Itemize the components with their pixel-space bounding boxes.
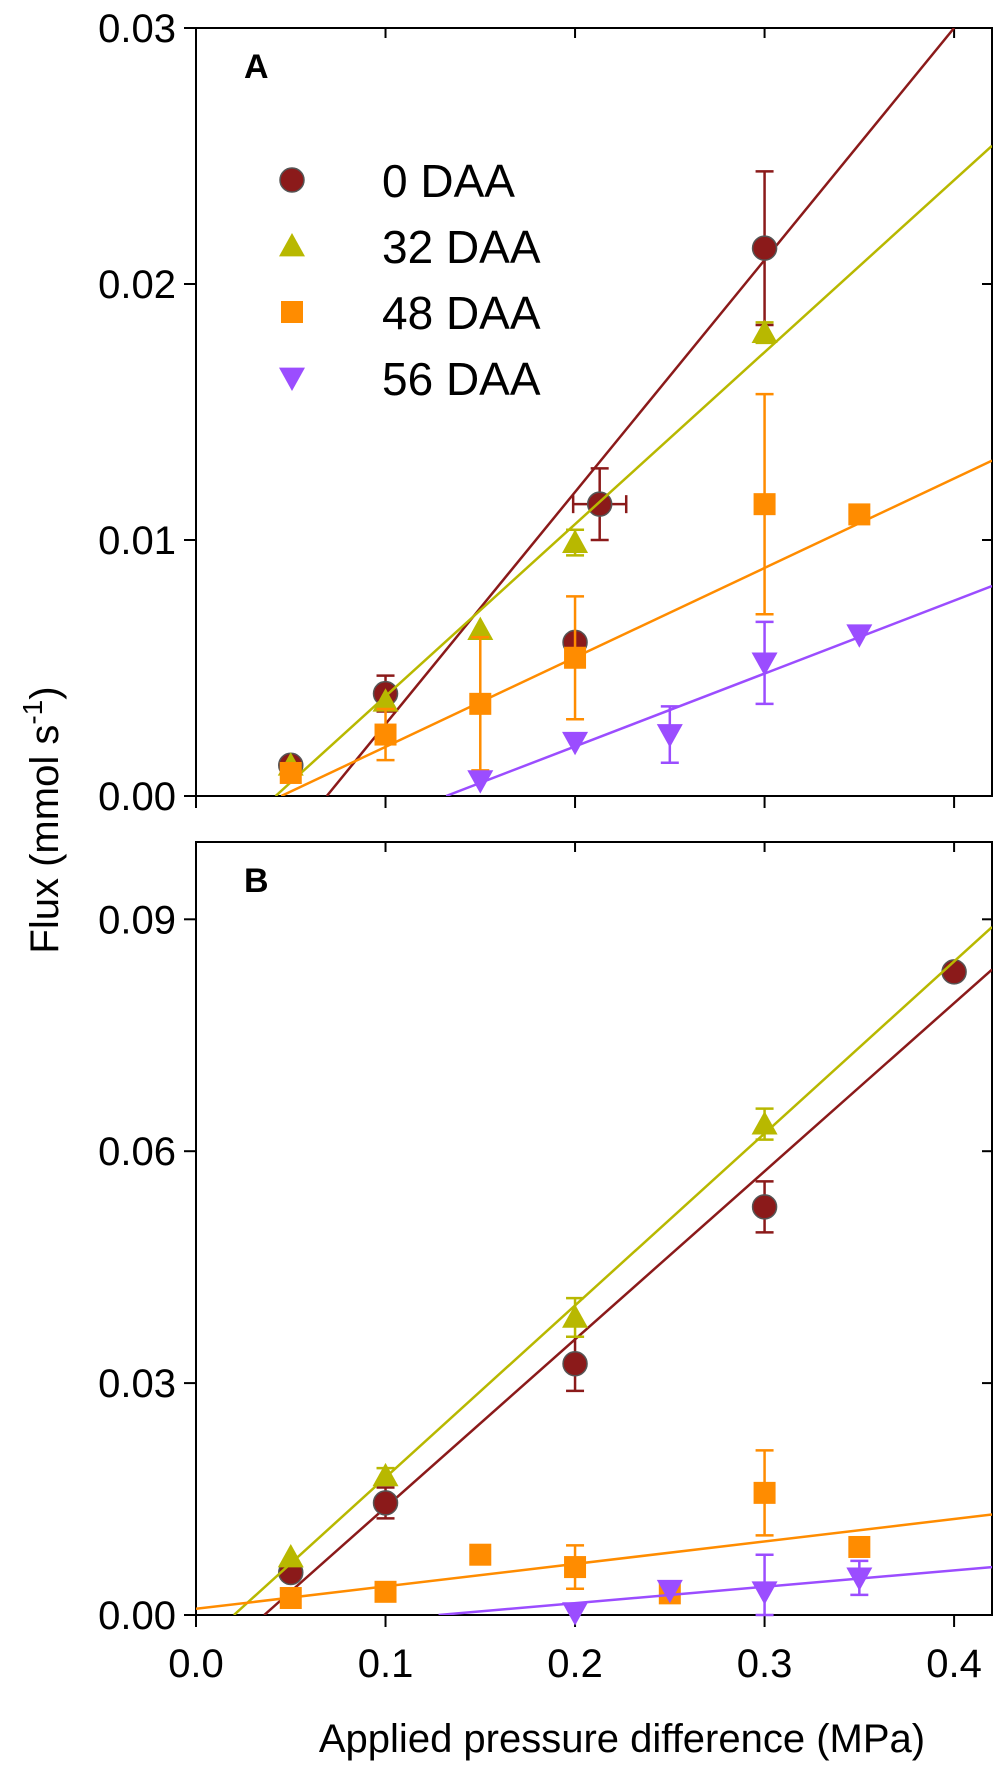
y-tick-label: 0.09 <box>98 898 176 942</box>
fit-line <box>280 459 992 796</box>
y-tick-label: 0.06 <box>98 1130 176 1174</box>
x-tick-label: 0.3 <box>737 1642 793 1686</box>
data-point <box>372 1462 399 1487</box>
panel-label: A <box>244 48 269 86</box>
y-axis-title: Flux (mmol s-1) <box>17 686 67 953</box>
data-point <box>848 1535 871 1558</box>
panel-a: 0.00 0.01 0.02 0.03 A <box>98 7 993 819</box>
data-point <box>751 235 778 261</box>
x-tick-label: 0.2 <box>547 1642 603 1686</box>
data-point <box>751 1111 778 1135</box>
y-tick-label: 0.00 <box>98 1594 176 1638</box>
series-56-daa <box>445 584 992 796</box>
series-32-daa <box>233 926 992 1615</box>
legend-marker <box>279 367 305 391</box>
data-point <box>374 1580 397 1603</box>
panel-b: 0.00 0.03 0.06 0.09 0.0 0.1 0.2 0.3 0.4 B <box>98 841 993 1686</box>
series-56-daa <box>438 1553 992 1626</box>
data-point <box>751 1581 778 1605</box>
fit-line <box>325 28 956 796</box>
data-point <box>751 652 778 676</box>
fit-line <box>445 584 992 796</box>
data-point <box>374 723 397 746</box>
data-point <box>753 1481 776 1504</box>
legend-label: 32 DAA <box>382 221 541 273</box>
y-tick-label: 0.01 <box>98 519 176 563</box>
series-0-daa <box>278 28 956 796</box>
fit-line <box>196 1513 992 1611</box>
legend: 0 DAA 32 DAA 48 DAA 56 DAA <box>279 155 541 405</box>
data-point <box>469 692 492 715</box>
data-point <box>941 959 967 985</box>
x-tick-label: 0.0 <box>168 1642 224 1686</box>
legend-label: 56 DAA <box>382 353 541 405</box>
y-tick-label: 0.03 <box>98 1362 176 1406</box>
y-tick-label: 0.03 <box>98 7 176 51</box>
data-point <box>562 1351 588 1377</box>
series-48-daa <box>196 1449 992 1611</box>
plot-frame <box>195 841 993 1616</box>
data-point <box>562 1304 589 1328</box>
data-point <box>586 491 613 517</box>
legend-marker <box>281 301 303 323</box>
data-point <box>564 646 587 669</box>
data-point <box>846 624 873 648</box>
data-point <box>279 761 302 784</box>
x-axis-title: Applied pressure difference (MPa) <box>319 1717 925 1761</box>
data-point <box>469 1543 492 1566</box>
fit-line <box>438 1565 992 1615</box>
data-point <box>751 1194 778 1220</box>
plot-frame <box>195 27 993 797</box>
x-tick-label: 0.1 <box>358 1642 414 1686</box>
data-point <box>279 1586 302 1609</box>
legend-label: 0 DAA <box>382 155 515 207</box>
data-point <box>372 688 399 712</box>
data-point <box>846 1567 873 1591</box>
y-tick-label: 0.02 <box>98 263 176 307</box>
series-0-daa <box>263 959 992 1615</box>
data-point <box>562 1602 589 1626</box>
data-point <box>564 1556 587 1579</box>
legend-marker <box>279 167 305 193</box>
data-point <box>753 493 776 516</box>
legend-label: 48 DAA <box>382 287 541 339</box>
fit-line <box>274 144 992 796</box>
data-point <box>562 731 589 756</box>
series-48-daa <box>279 392 992 796</box>
x-tick-label: 0.4 <box>926 1642 982 1686</box>
data-point <box>751 319 778 344</box>
data-point <box>277 1544 304 1568</box>
data-point <box>562 529 589 553</box>
fit-line <box>263 968 992 1615</box>
data-point <box>656 1579 683 1604</box>
data-point <box>656 724 683 748</box>
data-point <box>467 616 494 640</box>
data-point <box>372 1490 399 1516</box>
legend-marker <box>279 233 305 257</box>
data-point <box>848 503 871 526</box>
data-point <box>467 770 494 794</box>
fit-line <box>233 926 992 1615</box>
y-tick-label: 0.00 <box>98 775 176 819</box>
panel-label: B <box>244 862 269 900</box>
